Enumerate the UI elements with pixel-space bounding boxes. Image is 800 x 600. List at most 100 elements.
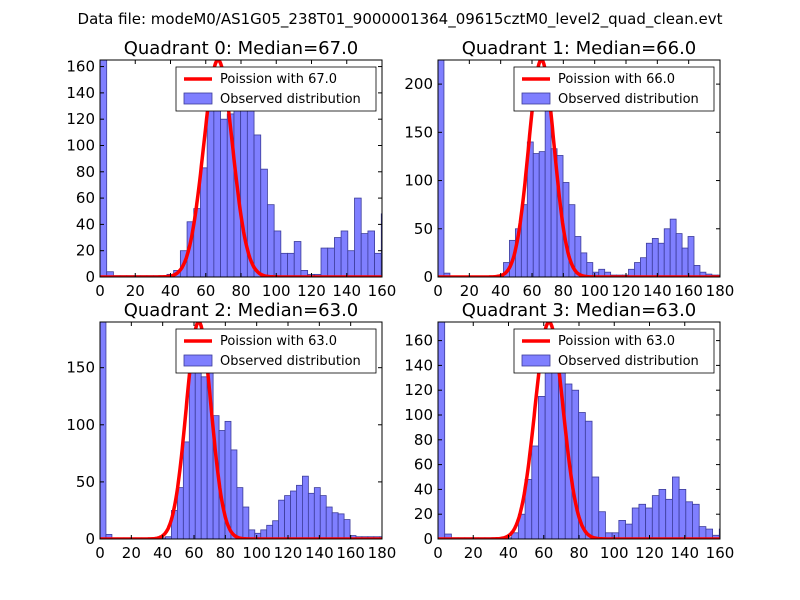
- bar: [334, 237, 342, 277]
- x-tick-label: 0: [433, 544, 443, 562]
- y-tick-label: 140: [404, 356, 433, 374]
- bar: [538, 395, 546, 539]
- y-tick-label: 40: [76, 215, 95, 233]
- y-tick-label: 0: [85, 530, 95, 548]
- x-tick-label: 180: [706, 282, 735, 300]
- bar: [658, 488, 667, 539]
- bar: [337, 513, 345, 539]
- x-tick-label: 0: [95, 544, 105, 562]
- x-tick-label: 120: [635, 544, 664, 562]
- bar: [278, 499, 285, 539]
- bar: [360, 233, 369, 277]
- bar: [200, 376, 208, 539]
- bar: [657, 242, 665, 277]
- x-tick-label: 120: [274, 544, 303, 562]
- x-tick-label: 100: [580, 282, 609, 300]
- x-tick-label: 160: [336, 544, 365, 562]
- y-tick-label: 80: [414, 431, 433, 449]
- x-tick-label: 60: [534, 544, 553, 562]
- bar: [331, 512, 339, 539]
- panel-title: Quadrant 2: Median=63.0: [124, 300, 359, 321]
- y-tick-label: 20: [76, 242, 95, 260]
- bar: [284, 495, 291, 539]
- y-tick-label: 50: [76, 473, 95, 491]
- bar: [687, 236, 695, 277]
- bar: [669, 218, 677, 277]
- bar: [544, 367, 553, 539]
- bar: [367, 230, 375, 277]
- y-tick-label: 160: [66, 58, 95, 76]
- legend: Poission with 63.0 Observed distribution: [175, 328, 377, 374]
- bar: [272, 520, 280, 539]
- y-tick-label: 150: [66, 359, 95, 377]
- bar: [692, 503, 700, 539]
- bar: [698, 526, 707, 539]
- legend-label-observed: Observed distribution: [558, 354, 699, 369]
- poisson-curve: [100, 60, 382, 277]
- x-tick-label: 20: [122, 544, 141, 562]
- x-tick-label: 0: [433, 282, 443, 300]
- bar: [273, 230, 282, 277]
- y-tick-label: 40: [414, 480, 433, 498]
- bar: [313, 487, 321, 539]
- y-tick-label: 60: [76, 189, 95, 207]
- bar: [266, 524, 274, 539]
- x-tick-label: 60: [184, 544, 203, 562]
- panel-0: Quadrant 0: Median=67.0 0 20 40 60 80 100 120 14…: [66, 38, 396, 300]
- x-tick-label: 0: [95, 282, 105, 300]
- panel-title: Quadrant 3: Median=63.0: [462, 300, 697, 321]
- bar: [340, 230, 349, 277]
- y-tick-label: 0: [423, 530, 433, 548]
- plot-area: [438, 60, 720, 277]
- bar: [280, 252, 288, 277]
- bar: [645, 242, 653, 277]
- bar: [675, 233, 683, 277]
- legend: Poission with 63.0 Observed distribution: [513, 328, 715, 374]
- bar: [206, 105, 215, 277]
- bar: [290, 490, 297, 539]
- legend-label-observed: Observed distribution: [220, 92, 361, 107]
- bar: [584, 420, 593, 539]
- x-tick-label: 140: [670, 544, 699, 562]
- bar: [327, 247, 335, 277]
- panel-3: Quadrant 3: Median=63.0 0 20 40 60 80 100 120 14…: [404, 300, 734, 562]
- x-tick-label: 160: [706, 544, 735, 562]
- legend-box: [175, 328, 377, 374]
- bar: [531, 445, 539, 539]
- y-tick-label: 60: [414, 456, 433, 474]
- legend: Poission with 67.0 Observed distribution: [175, 66, 377, 112]
- bar: [438, 322, 446, 539]
- bar: [705, 528, 713, 539]
- bar: [347, 250, 355, 277]
- x-tick-label: 80: [231, 282, 250, 300]
- bar: [618, 520, 626, 539]
- bar: [105, 534, 113, 539]
- bar: [685, 501, 693, 539]
- bar: [672, 476, 680, 539]
- x-tick-label: 100: [262, 282, 291, 300]
- y-tick-label: 100: [404, 172, 433, 190]
- legend-label-poisson: Poission with 66.0: [558, 72, 675, 87]
- x-tick-label: 60: [522, 282, 541, 300]
- x-tick-label: 20: [464, 544, 483, 562]
- y-tick-label: 100: [66, 136, 95, 154]
- bar: [230, 449, 238, 539]
- bar: [260, 168, 268, 277]
- bar: [182, 441, 190, 539]
- y-tick-label: 200: [404, 75, 433, 93]
- x-tick-label: 140: [332, 282, 361, 300]
- x-tick-label: 120: [297, 282, 326, 300]
- bar: [645, 507, 653, 539]
- y-tick-label: 0: [423, 268, 433, 286]
- bar: [320, 247, 329, 277]
- legend-bar-swatch: [183, 354, 213, 367]
- x-tick-label: 40: [499, 544, 518, 562]
- bar: [319, 495, 327, 539]
- legend-bar-swatch: [183, 92, 213, 105]
- bar: [100, 60, 108, 277]
- bar: [296, 484, 303, 539]
- poisson-curve: [100, 322, 382, 539]
- bar: [551, 352, 559, 539]
- bar: [300, 270, 309, 277]
- bar: [302, 475, 309, 539]
